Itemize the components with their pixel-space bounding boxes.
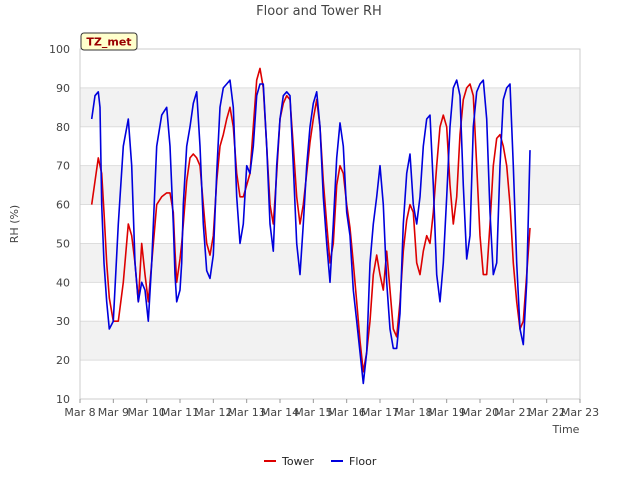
y-tick-label: 60 xyxy=(56,199,70,212)
plot-background xyxy=(80,49,580,399)
y-tick-label: 50 xyxy=(56,237,70,250)
x-tick-label: Mar 22 xyxy=(528,406,566,419)
y-tick-label: 100 xyxy=(49,43,70,56)
plot-border xyxy=(79,48,581,400)
x-tick-label: Mar 12 xyxy=(194,406,232,419)
x-tick-label: Mar 21 xyxy=(494,406,532,419)
x-tick-label: Mar 20 xyxy=(461,406,499,419)
x-axis-label: Time xyxy=(552,423,580,436)
plot-band xyxy=(80,87,580,127)
x-tick-label: Mar 15 xyxy=(294,406,332,419)
x-tick-label: Mar 13 xyxy=(228,406,266,419)
y-tick-label: 70 xyxy=(56,160,70,173)
x-tick-label: Mar 17 xyxy=(361,406,399,419)
plot-band xyxy=(80,165,580,205)
x-tick-label: Mar 8 xyxy=(64,406,95,419)
series-line-floor xyxy=(90,79,531,385)
x-tick-label: Mar 16 xyxy=(328,406,366,419)
legend-label-floor: Floor xyxy=(349,455,377,468)
legend: Tower Floor xyxy=(264,455,377,468)
y-tick-label: 10 xyxy=(56,393,70,406)
y-tick-label: 30 xyxy=(56,315,70,328)
y-tick-label: 80 xyxy=(56,121,70,134)
x-tick-label: Mar 10 xyxy=(128,406,166,419)
legend-label-tower: Tower xyxy=(281,455,314,468)
y-axis-label: RH (%) xyxy=(8,205,21,243)
x-tick-label: Mar 19 xyxy=(428,406,466,419)
series-layer xyxy=(90,67,531,385)
y-tick-label: 20 xyxy=(56,354,70,367)
x-tick-label: Mar 23 xyxy=(561,406,599,419)
chart-title: Floor and Tower RH xyxy=(256,4,382,19)
site-badge-box xyxy=(80,32,138,51)
y-tick-label: 90 xyxy=(56,82,70,95)
plot-band xyxy=(80,321,580,361)
x-tick-label: Mar 14 xyxy=(261,406,299,419)
grid-lines xyxy=(79,48,581,400)
site-badge-text: TZ_met xyxy=(86,36,131,49)
x-tick-label: Mar 9 xyxy=(98,406,129,419)
y-axis-ticks: 10 20 30 40 50 60 70 80 90 100 xyxy=(49,43,70,406)
x-tick-label: Mar 11 xyxy=(161,406,199,419)
y-tick-label: 40 xyxy=(56,276,70,289)
site-badge: TZ_met xyxy=(80,32,138,51)
x-tick-label: Mar 18 xyxy=(394,406,432,419)
